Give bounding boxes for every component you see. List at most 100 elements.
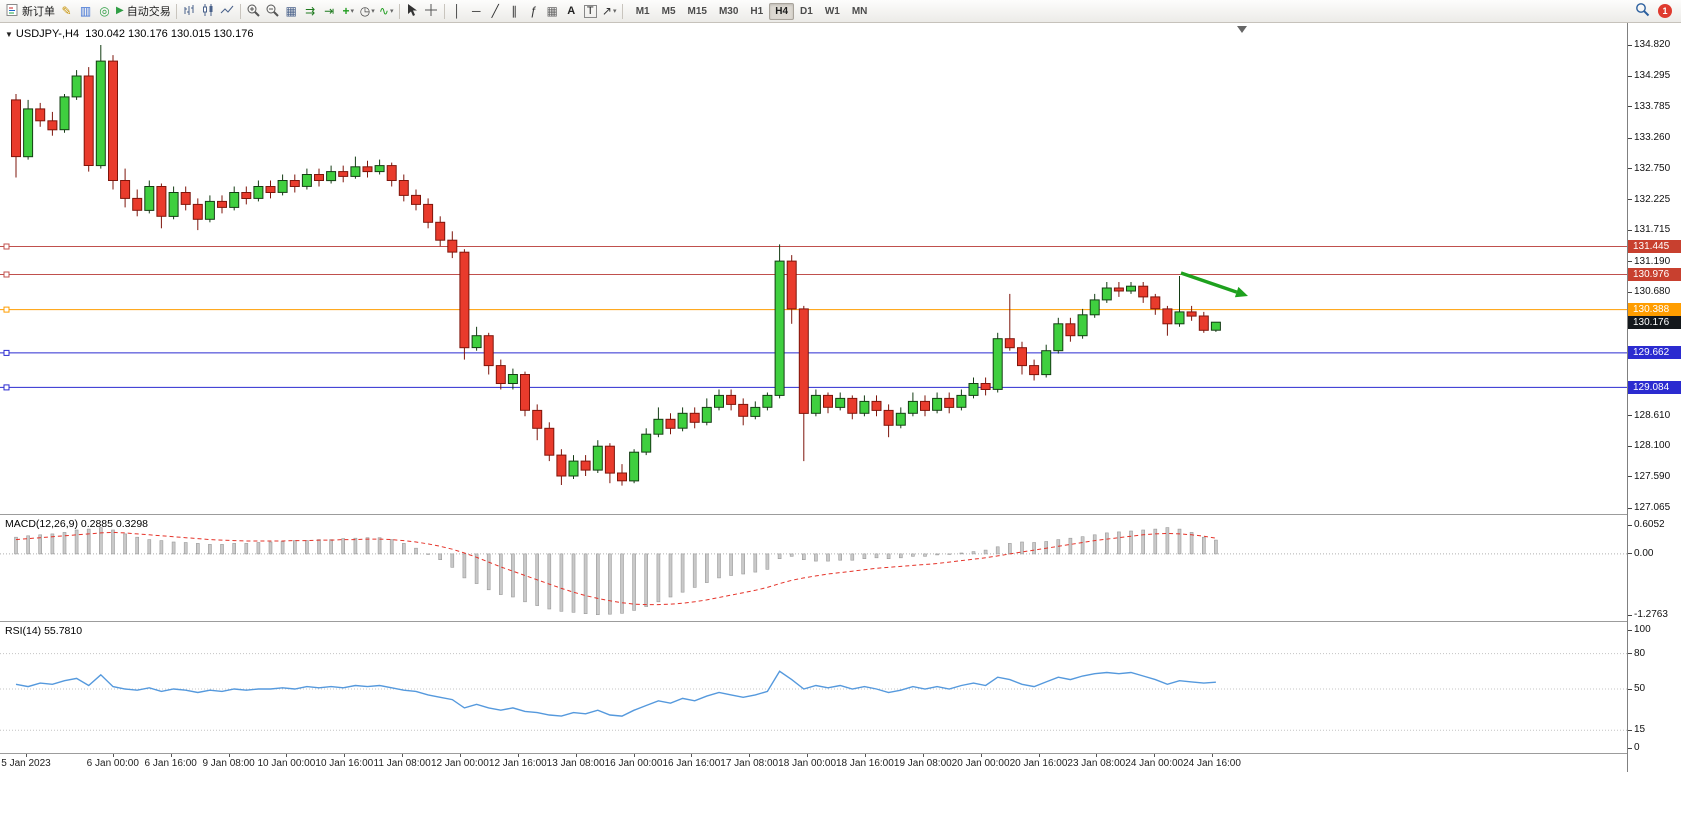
chart-shift-button[interactable]: ⇥ [320, 2, 339, 20]
rsi-axis-label: 100 [1634, 624, 1651, 635]
macd-histogram-bar [801, 553, 806, 561]
cursor-button[interactable] [403, 2, 422, 20]
vertical-line-tool-button[interactable]: │ [448, 2, 467, 20]
rsi-chart[interactable] [0, 622, 1627, 753]
candle-body [386, 165, 397, 182]
rsi-panel[interactable]: RSI(14) 55.7810 [0, 622, 1627, 753]
tile-windows-button[interactable]: ▦ [282, 2, 301, 20]
objects-tool-button[interactable]: ▦ [543, 2, 562, 20]
macd-histogram-bar [911, 553, 915, 557]
market-watch-button[interactable]: ▥ [76, 2, 95, 20]
macd-histogram-bar [220, 544, 224, 555]
candle-body [689, 412, 700, 423]
periods-button[interactable]: ◷ ▾ [358, 2, 377, 20]
ohlc-values: 130.042 130.176 130.015 130.176 [85, 28, 254, 40]
new-chart-button[interactable]: + ▾ [339, 2, 358, 20]
candle-body [544, 427, 555, 456]
strategy-tester-button[interactable]: ◎ [95, 2, 114, 20]
candle-body [47, 120, 58, 131]
macd-chart[interactable] [0, 515, 1627, 621]
macd-histogram-bar [874, 553, 879, 559]
channel-icon: ∥ [511, 4, 518, 18]
macd-label: MACD(12,26,9) 0.2885 0.3298 [5, 518, 149, 530]
candle-body [1210, 321, 1221, 331]
text-tool-button[interactable]: A [562, 2, 581, 20]
timeframe-m15-button[interactable]: M15 [682, 3, 713, 20]
hline-resistance-upper[interactable] [0, 243, 1627, 250]
crosshair-button[interactable] [422, 2, 441, 20]
timeframe-h4-button[interactable]: H4 [769, 2, 795, 20]
candle-body [241, 192, 252, 199]
notification-badge[interactable]: 1 [1658, 4, 1672, 18]
new-order-label: 新订单 [22, 6, 55, 18]
time-axis-label: 10 Jan 16:00 [315, 758, 374, 769]
macd-panel[interactable]: MACD(12,26,9) 0.2885 0.3298 [0, 515, 1627, 621]
macd-histogram-bar [232, 543, 236, 555]
candlestick-chart[interactable] [0, 24, 1627, 514]
new-order-button[interactable]: 新订单 [3, 2, 57, 20]
price-axis-label: 133.785 [1634, 100, 1671, 112]
candle-body [980, 383, 991, 390]
horizontal-line-tool-button[interactable]: ─ [467, 2, 486, 20]
macd-histogram-bar [935, 553, 939, 556]
label-tool-button[interactable]: T [581, 2, 600, 20]
candle-body [520, 374, 530, 411]
timeframe-m5-button[interactable]: M5 [656, 3, 682, 20]
rsi-axis-tick [1628, 653, 1632, 655]
macd-axis-tick [1628, 524, 1632, 526]
bar-chart-button[interactable] [180, 2, 199, 20]
indicators-button[interactable]: ∿ ▾ [377, 2, 396, 20]
auto-scroll-button[interactable]: ⇉ [301, 2, 320, 20]
candle-body [411, 194, 421, 205]
price-axis-tick [1628, 476, 1632, 478]
candle-body [59, 96, 70, 131]
candle-body [871, 400, 882, 411]
zoom-in-button[interactable] [244, 2, 263, 20]
toolbar-separator [443, 3, 445, 19]
chart-shift-marker[interactable] [1237, 26, 1247, 33]
candle-body [1198, 315, 1209, 331]
macd-histogram-bar [26, 535, 30, 555]
hline-pivot-orange[interactable] [0, 306, 1627, 313]
timeframe-w1-button[interactable]: W1 [819, 3, 846, 20]
trend-arrow-annotation[interactable] [1180, 271, 1248, 298]
hline-support-upper[interactable] [0, 349, 1627, 356]
candle-body [471, 335, 482, 349]
candle-body [35, 108, 46, 122]
candle-body [568, 460, 579, 477]
trendline-tool-button[interactable]: ╱ [486, 2, 505, 20]
search-button[interactable] [1633, 2, 1652, 20]
zoom-out-button[interactable] [263, 2, 282, 20]
candle-body [192, 203, 203, 220]
price-axis[interactable]: 134.820 134.295 133.785 133.260 132.750 132.2… [1627, 23, 1681, 772]
time-axis[interactable]: 5 Jan 2023 6 Jan 00:00 6 Jan 16:00 9 Jan 08… [0, 754, 1627, 772]
channel-tool-button[interactable]: ∥ [505, 2, 524, 20]
metaeditor-button[interactable]: ✎ [57, 2, 76, 20]
timeframe-m30-button[interactable]: M30 [713, 3, 744, 20]
candlestick-chart-button[interactable] [199, 2, 218, 20]
hline-support-lower[interactable] [0, 384, 1627, 391]
timeframe-h1-button[interactable]: H1 [744, 3, 769, 20]
timeframe-d1-button[interactable]: D1 [794, 3, 819, 20]
panel-divider[interactable] [0, 621, 1681, 622]
panel-divider[interactable] [0, 514, 1681, 515]
time-axis-label: 23 Jan 08:00 [1067, 758, 1126, 769]
clock-icon: ◷ [359, 4, 371, 18]
fibonacci-tool-button[interactable]: ƒ [524, 2, 543, 20]
symbol-dropdown-icon[interactable]: ▼ [5, 30, 13, 39]
macd-histogram-bar [668, 553, 673, 598]
auto-trading-button[interactable]: ▶ 自动交易 [114, 2, 173, 20]
timeframe-mn-button[interactable]: MN [846, 3, 874, 20]
time-axis-label: 6 Jan 00:00 [86, 758, 139, 769]
hline-resistance-lower[interactable] [0, 271, 1627, 278]
time-axis-label: 20 Jan 00:00 [951, 758, 1010, 769]
macd-histogram-bar [183, 542, 188, 555]
arrows-tool-button[interactable]: ↗ ▾ [600, 2, 619, 20]
line-chart-button[interactable] [218, 2, 237, 20]
candle-body [23, 108, 34, 158]
time-axis-tick [691, 754, 693, 757]
candle-body [507, 374, 518, 384]
timeframe-m1-button[interactable]: M1 [630, 3, 656, 20]
main-price-panel[interactable]: ▼ USDJPY-,H4 130.042 130.176 130.015 130.… [0, 24, 1627, 514]
